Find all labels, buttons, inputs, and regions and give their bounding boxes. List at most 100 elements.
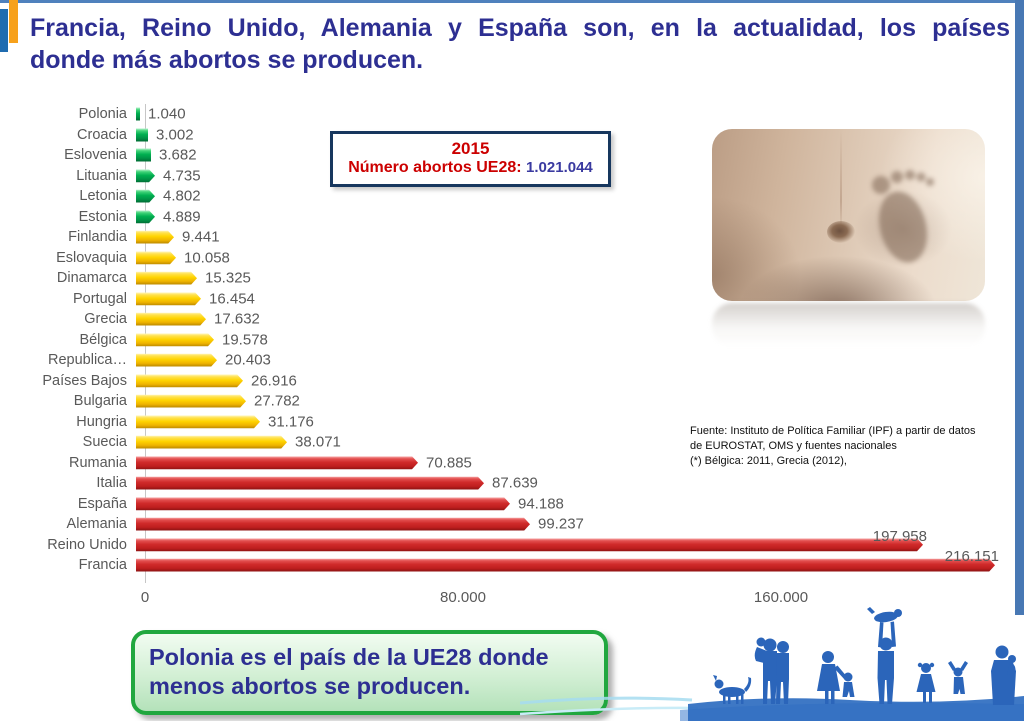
- streak-line: [520, 696, 693, 705]
- bar-yellow: [136, 395, 246, 408]
- value-label: 20.403: [225, 351, 271, 369]
- bar-yellow: [136, 374, 243, 387]
- bar-yellow: [136, 251, 176, 264]
- bar-track: 3.682: [136, 145, 1016, 166]
- chart-row: Francia 216.151: [0, 548, 1016, 576]
- bar-track: 99.237: [136, 514, 1016, 535]
- bar-track: 19.578: [136, 330, 1016, 351]
- bar-red: [136, 559, 995, 572]
- chart-row: Estonia 4.889: [0, 207, 1016, 228]
- bar-track: 16.454: [136, 289, 1016, 310]
- value-label: 19.578: [222, 331, 268, 349]
- value-label: 15.325: [205, 269, 251, 287]
- chart-row: Lituania 4.735: [0, 166, 1016, 187]
- category-label: Republica…: [48, 352, 127, 369]
- value-label: 4.889: [163, 208, 201, 226]
- value-label: 10.058: [184, 249, 230, 267]
- bar-track: 4.735: [136, 166, 1016, 187]
- belly-midline: [840, 129, 843, 233]
- x-axis-ticks: 0 80.000 160.000: [0, 589, 1016, 609]
- x-tick-label: 160.000: [753, 589, 809, 606]
- value-label: 16.454: [209, 290, 255, 308]
- value-label: 3.002: [156, 126, 194, 144]
- chart-row: Suecia 38.071: [0, 432, 1016, 453]
- bar-yellow: [136, 313, 206, 326]
- baby-foot-imprint: [872, 170, 934, 263]
- chart-row: Eslovenia 3.682: [0, 145, 1016, 166]
- chart-row: Finlandia 9.441: [0, 227, 1016, 248]
- chart-row: Portugal 16.454: [0, 289, 1016, 310]
- bar-yellow: [136, 436, 287, 449]
- bar-track: 27.782: [136, 391, 1016, 412]
- bar-track: 15.325: [136, 268, 1016, 289]
- chart-row: Países Bajos 26.916: [0, 371, 1016, 392]
- x-tick-label: 80.000: [440, 589, 486, 606]
- category-label: Reino Unido: [47, 536, 127, 553]
- callout-box: Polonia es el país de la UE28 donde meno…: [131, 630, 608, 715]
- bar-track: 4.889: [136, 207, 1016, 228]
- chart-row: Bulgaria 27.782: [0, 391, 1016, 412]
- info-box-value: 1.021.044: [526, 159, 593, 176]
- bar-track: 26.916: [136, 371, 1016, 392]
- chart-row: Bélgica 19.578: [0, 330, 1016, 351]
- value-label: 3.682: [159, 146, 197, 164]
- value-label: 26.916: [251, 372, 297, 390]
- chart-row: Alemania 99.237: [0, 514, 1016, 535]
- left-accent-orange-bar: [9, 0, 18, 43]
- value-label: 4.735: [163, 167, 201, 185]
- source-line-2: de EUROSTAT, OMS y fuentes nacionales: [690, 439, 897, 452]
- bar-red: [136, 518, 530, 531]
- value-label: 4.802: [163, 187, 201, 205]
- bar-green: [136, 190, 155, 203]
- page-title: Francia, Reino Unido, Alemania y España …: [30, 13, 1010, 77]
- chart-row: Republica… 20.403: [0, 350, 1016, 371]
- category-label: Portugal: [72, 290, 127, 307]
- value-label: 17.632: [214, 310, 260, 328]
- bar-chart: Polonia 1.040 Croacia 3.002 Eslovenia 3.682 Li…: [0, 104, 1016, 576]
- title-line-2: donde más abortos se producen.: [30, 45, 424, 74]
- category-label: Suecia: [82, 434, 127, 451]
- source-line-1: Fuente: Instituto de Política Familiar (…: [690, 425, 976, 437]
- chart-row: Dinamarca 15.325: [0, 268, 1016, 289]
- value-label: 9.441: [182, 228, 220, 246]
- streak-line: [520, 706, 699, 716]
- category-label: Rumania: [68, 454, 127, 471]
- category-label: Alemania: [66, 516, 127, 533]
- value-label: 94.188: [518, 495, 564, 513]
- info-box-label: Número abortos UE28:: [348, 159, 522, 176]
- bar-red: [136, 456, 418, 469]
- category-label: Finlandia: [68, 229, 127, 246]
- value-label: 87.639: [492, 474, 538, 492]
- bar-track: 87.639: [136, 473, 1016, 494]
- value-label: 27.782: [254, 392, 300, 410]
- bar-track: 38.071: [136, 432, 1016, 453]
- category-label: Bélgica: [79, 331, 127, 348]
- category-label: Países Bajos: [42, 372, 127, 389]
- category-label: Grecia: [84, 311, 127, 328]
- bar-track: 17.632: [136, 309, 1016, 330]
- bar-track: 20.403: [136, 350, 1016, 371]
- source-note: Fuente: Instituto de Política Familiar (…: [690, 424, 990, 469]
- info-box-year: 2015: [451, 139, 490, 158]
- info-box-line: Número abortos UE28: 1.021.044: [341, 159, 600, 177]
- value-label: 1.040: [148, 105, 186, 123]
- category-label: Estonia: [78, 208, 127, 225]
- pregnant-belly-photo: [712, 129, 985, 301]
- bar-red: [136, 497, 510, 510]
- chart-row: España 94.188: [0, 494, 1016, 515]
- bar-green: [136, 169, 155, 182]
- value-label: 38.071: [295, 433, 341, 451]
- category-label: Lituania: [76, 167, 127, 184]
- value-label: 216.151: [944, 548, 999, 565]
- bar-track: 9.441: [136, 227, 1016, 248]
- bar-yellow: [136, 415, 260, 428]
- source-line-3: (*) Bélgica: 2011, Grecia (2012),: [690, 454, 847, 467]
- bar-track: 70.885: [136, 453, 1016, 474]
- bar-yellow: [136, 292, 201, 305]
- top-border-line: [0, 0, 1024, 3]
- bar-track: 216.151: [136, 548, 1016, 576]
- left-accent-blue-bar: [0, 9, 8, 52]
- category-label: Eslovaquia: [56, 249, 127, 266]
- bar-red: [136, 477, 484, 490]
